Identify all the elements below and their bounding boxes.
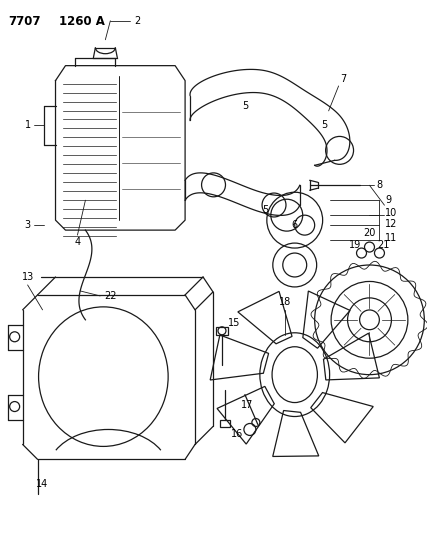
Bar xyxy=(220,419,230,427)
Text: 22: 22 xyxy=(104,291,116,301)
Text: 16: 16 xyxy=(231,430,243,439)
Text: 21: 21 xyxy=(377,240,389,250)
Text: 9: 9 xyxy=(386,195,392,205)
Text: 1: 1 xyxy=(24,120,31,131)
Text: 12: 12 xyxy=(386,219,398,229)
Text: 2: 2 xyxy=(134,16,140,26)
Text: 15: 15 xyxy=(228,318,240,328)
Text: 7: 7 xyxy=(340,74,347,84)
Text: 8: 8 xyxy=(376,180,383,190)
Text: 5: 5 xyxy=(321,120,328,131)
Text: 19: 19 xyxy=(349,240,362,250)
Text: 1260 A: 1260 A xyxy=(59,15,104,28)
Text: 11: 11 xyxy=(386,233,398,243)
Text: 4: 4 xyxy=(74,237,80,247)
Text: 6: 6 xyxy=(291,220,298,230)
Text: 20: 20 xyxy=(363,228,376,238)
Bar xyxy=(216,327,228,335)
Text: 7707: 7707 xyxy=(9,15,41,28)
Text: 14: 14 xyxy=(36,479,49,489)
Text: 3: 3 xyxy=(24,220,31,230)
Text: 10: 10 xyxy=(386,208,398,218)
Text: 5: 5 xyxy=(242,101,248,110)
Text: 18: 18 xyxy=(279,297,291,307)
Text: 5: 5 xyxy=(262,205,268,215)
Text: 17: 17 xyxy=(241,400,253,409)
Text: 13: 13 xyxy=(21,272,34,282)
